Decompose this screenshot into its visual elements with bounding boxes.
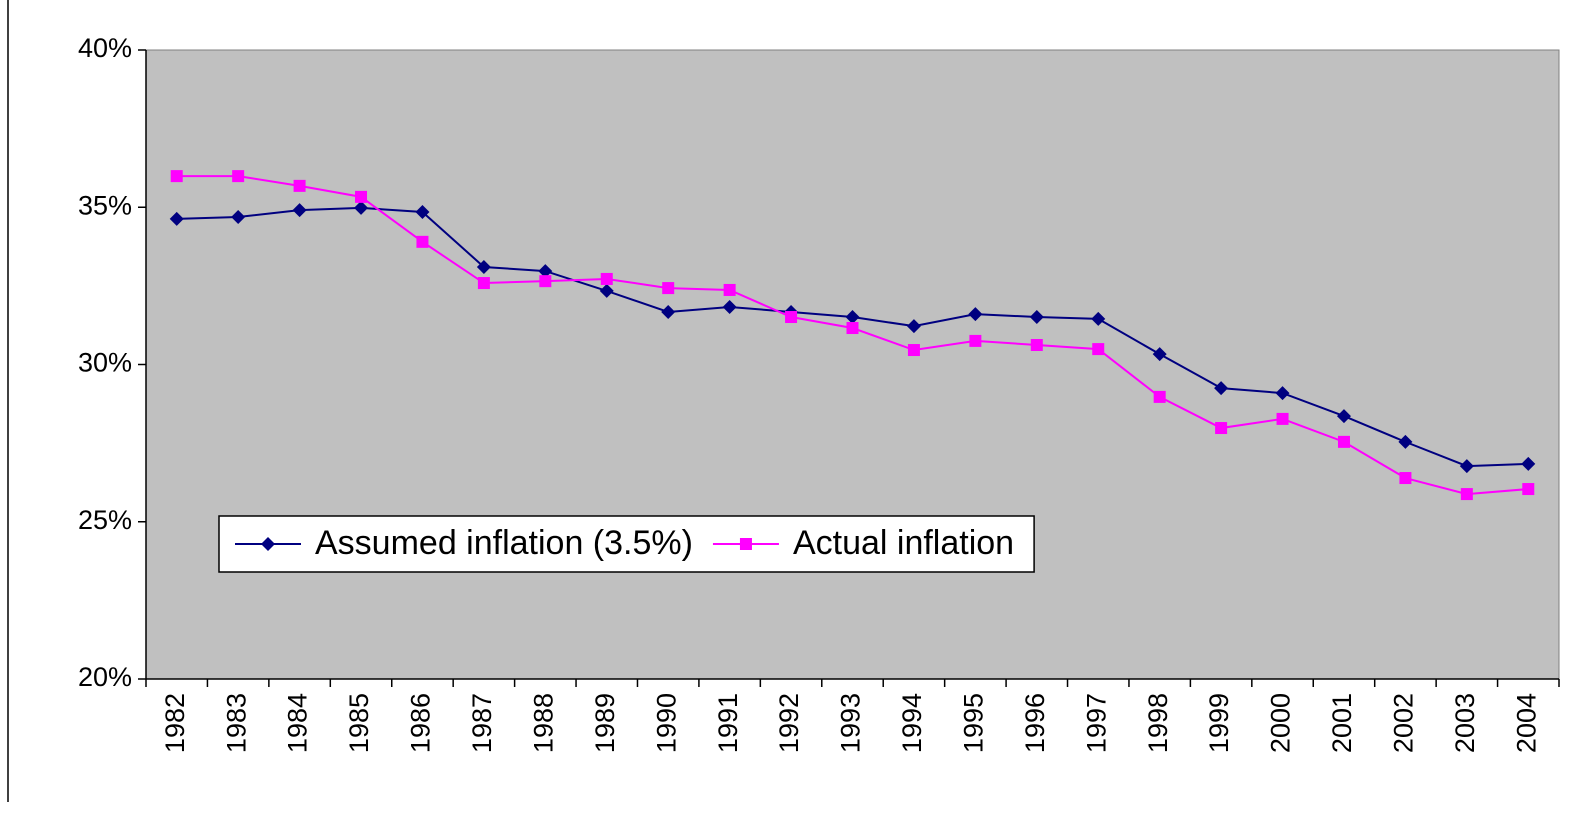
x-tick-label: 2004	[1511, 693, 1541, 753]
marker	[661, 304, 676, 319]
marker	[846, 322, 859, 335]
marker	[1276, 412, 1289, 425]
marker	[169, 211, 184, 226]
legend-label: Actual inflation	[793, 524, 1014, 562]
x-tick-label: 1989	[590, 693, 620, 753]
marker	[170, 170, 183, 183]
x-tick-label: 1986	[406, 693, 436, 753]
x-tick-label: 1987	[467, 693, 497, 753]
legend-box	[218, 515, 1035, 573]
marker	[415, 204, 430, 219]
x-tick-label: 2001	[1327, 693, 1357, 753]
marker	[599, 283, 614, 298]
marker	[739, 538, 752, 550]
marker	[785, 311, 798, 324]
x-tick-label: 1998	[1143, 693, 1173, 753]
marker	[1521, 456, 1536, 471]
marker	[292, 203, 307, 218]
marker	[907, 344, 920, 357]
marker	[1275, 386, 1290, 401]
marker	[1522, 483, 1535, 496]
marker	[416, 235, 429, 248]
x-tick-label: 1982	[160, 693, 190, 753]
marker	[600, 272, 613, 285]
x-tick-label: 2000	[1266, 693, 1296, 753]
marker	[476, 260, 491, 275]
marker	[662, 282, 675, 295]
x-tick-label: 1993	[836, 693, 866, 753]
x-tick-label: 1999	[1204, 693, 1234, 753]
marker	[1215, 422, 1228, 435]
marker	[539, 275, 552, 288]
marker	[354, 200, 369, 215]
x-tick-label: 1996	[1020, 693, 1050, 753]
marker	[1092, 343, 1105, 356]
marker	[231, 209, 246, 224]
x-tick-label: 1990	[651, 693, 681, 753]
marker	[1399, 472, 1412, 485]
marker	[1153, 390, 1166, 403]
marker	[1152, 347, 1167, 362]
marker	[293, 179, 306, 192]
marker	[1460, 488, 1473, 501]
x-tick-label: 2003	[1450, 693, 1480, 753]
x-tick-label: 1994	[897, 693, 927, 753]
plot-area	[145, 49, 1560, 680]
marker	[906, 319, 921, 334]
marker	[1214, 381, 1229, 396]
y-tick-label: 30%	[78, 348, 132, 378]
marker	[1398, 434, 1413, 449]
x-tick-label: 1995	[958, 693, 988, 753]
y-tick-label: 40%	[78, 33, 132, 63]
marker	[538, 264, 553, 279]
marker	[261, 537, 275, 551]
x-tick-label: 1985	[344, 693, 374, 753]
marker	[1337, 435, 1350, 448]
marker	[477, 277, 490, 290]
legend: Assumed inflation (3.5%) Actual inflation	[218, 515, 1035, 573]
x-tick-label: 1992	[774, 693, 804, 753]
marker	[1336, 409, 1351, 424]
y-tick-label: 20%	[78, 662, 132, 692]
marker	[232, 170, 245, 183]
y-tick-label: 25%	[78, 505, 132, 535]
x-tick-label: 2002	[1389, 693, 1419, 753]
marker	[355, 190, 368, 203]
x-tick-label: 1991	[713, 693, 743, 753]
x-tick-label: 1997	[1081, 693, 1111, 753]
marker	[1029, 310, 1044, 325]
marker	[1459, 459, 1474, 474]
marker	[1030, 339, 1043, 352]
x-tick-label: 1983	[221, 693, 251, 753]
marker	[722, 299, 737, 314]
x-tick-label: 1984	[283, 693, 313, 753]
legend-label: Assumed inflation (3.5%)	[315, 524, 693, 562]
marker	[723, 283, 736, 296]
x-tick-label: 1988	[528, 693, 558, 753]
marker	[845, 310, 860, 325]
marker	[969, 334, 982, 347]
marker	[968, 307, 983, 322]
y-tick-label: 35%	[78, 190, 132, 220]
marker	[1091, 311, 1106, 326]
